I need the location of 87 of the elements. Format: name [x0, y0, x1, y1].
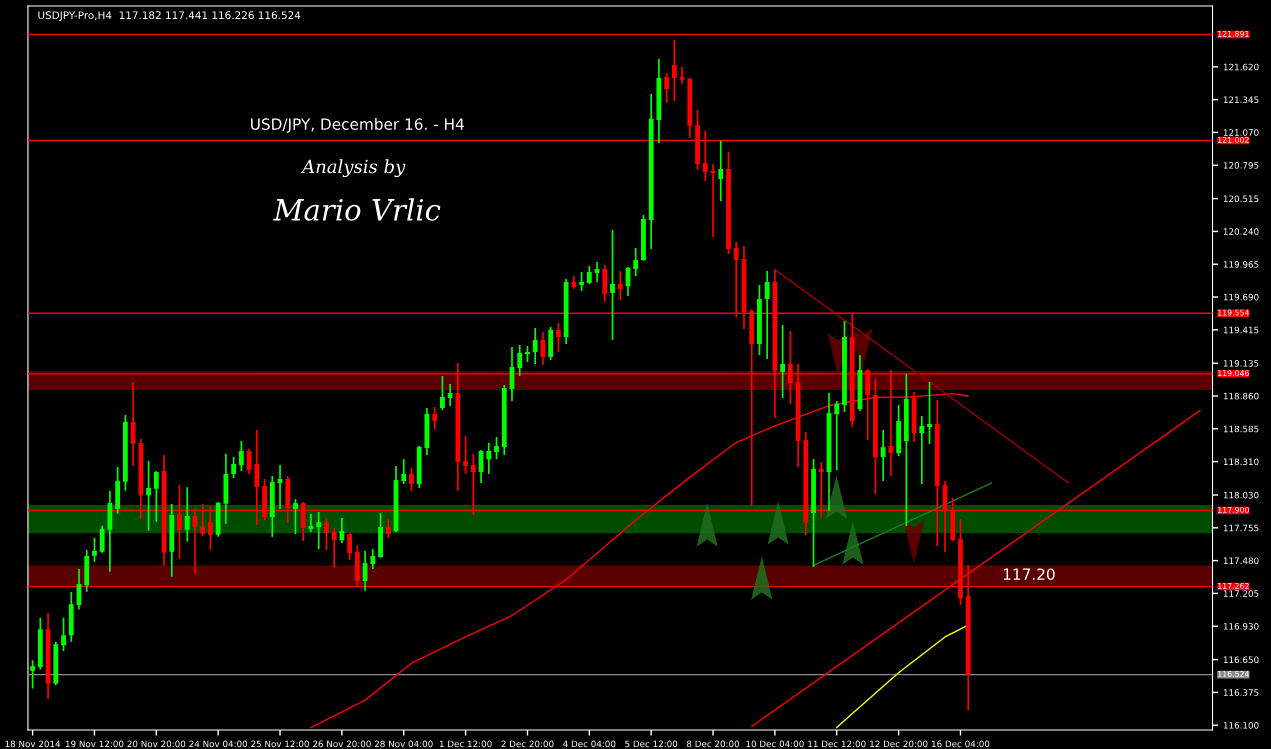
candlestick: [579, 271, 584, 292]
x-tick-label: 11 Dec 12:00: [808, 740, 866, 748]
candlestick: [130, 381, 136, 467]
candlestick: [238, 440, 244, 472]
y-tick-label: 118.860: [1223, 392, 1259, 400]
x-tick-label: 26 Nov 20:00: [313, 740, 371, 748]
candlestick: [184, 486, 190, 543]
candlestick: [679, 65, 685, 85]
y-tick-label: 116.930: [1223, 623, 1259, 630]
candlestick: [339, 517, 345, 544]
candlestick: [347, 532, 353, 561]
x-tick-label: 12 Dec 20:00: [870, 740, 928, 748]
x-tick-label: 8 Dec 20:00: [686, 740, 740, 748]
candlestick: [409, 467, 414, 492]
candlestick: [880, 429, 886, 482]
y-tick-label: 119.135: [1223, 360, 1259, 367]
y-tick-label: 118.585: [1223, 425, 1259, 433]
x-tick-label: 19 Nov 12:00: [65, 740, 124, 748]
y-tick-label: 120.515: [1223, 195, 1259, 203]
candlestick: [671, 39, 677, 102]
candlestick: [385, 518, 391, 539]
candlestick: [99, 524, 105, 554]
candlestick: [633, 247, 639, 277]
y-tick-label: 119.965: [1223, 261, 1259, 268]
y-tick-label: 116.100: [1223, 722, 1259, 729]
y-tick-label: 116.375: [1223, 689, 1259, 696]
candlestick: [532, 327, 538, 365]
candlestick: [324, 517, 329, 551]
candlestick: [61, 617, 66, 652]
x-tick-label: 5 Dec 12:00: [625, 740, 678, 748]
annotation: Analysis by: [300, 159, 406, 178]
candlestick: [586, 265, 592, 285]
candlestick: [486, 442, 492, 475]
x-tick-label: 24 Nov 04:00: [189, 740, 248, 748]
y-tick-label: 118.310: [1223, 458, 1259, 466]
x-tick-label: 2 Dec 20:00: [501, 740, 554, 748]
y-tick-label: 121.070: [1223, 129, 1259, 136]
x-tick-label: 10 Dec 04:00: [746, 740, 804, 748]
y-tick-label: 119.690: [1223, 293, 1259, 301]
candlestick: [432, 406, 438, 430]
candlestick: [764, 270, 770, 360]
line-series: [836, 624, 969, 729]
x-tick-label: 25 Nov 12:00: [251, 740, 309, 748]
candlestick: [463, 435, 468, 475]
annotation: Mario Vrlic: [273, 198, 441, 221]
x-tick-label: 18 Nov 2014: [5, 740, 61, 748]
candlestick: [664, 72, 670, 104]
x-tick-label: 16 Dec 04:00: [932, 740, 990, 748]
y-tick-label: 120.795: [1223, 162, 1259, 169]
y-tick-label: 117.755: [1223, 524, 1259, 532]
text: USD/JPY, December 16. - H4: [251, 118, 464, 133]
y-tick-label: 118.030: [1223, 491, 1259, 499]
candlestick: [447, 383, 453, 407]
y-tick-label: 121.620: [1223, 63, 1259, 71]
candlestick: [494, 436, 499, 460]
y-tick-label: 120.240: [1223, 228, 1259, 235]
y-tick-label: 117.480: [1223, 557, 1259, 565]
candlestick: [610, 229, 615, 341]
candlestick: [30, 659, 35, 690]
candlestick: [517, 344, 523, 377]
candlestick: [331, 527, 337, 569]
y-tick-label: 117.205: [1223, 590, 1259, 597]
x-tick-label: 1 Dec 12:00: [439, 740, 492, 748]
candlestick: [370, 548, 376, 570]
candlestick: [440, 375, 445, 411]
annotation: USDJPY-Pro,H4 117.182 117.441 116.226 116.524: [38, 11, 301, 22]
candlestick: [401, 458, 407, 485]
x-tick-label: 20 Nov 20:00: [127, 740, 186, 748]
candlestick: [92, 536, 97, 563]
y-tick-label: 119.415: [1223, 326, 1259, 334]
x-tick-label: 28 Nov 04:00: [374, 740, 433, 748]
candlestick: [231, 456, 237, 479]
candlestick: [780, 324, 786, 399]
candlestick: [834, 400, 840, 471]
candlestick: [718, 140, 724, 202]
candlestick: [146, 460, 151, 532]
candlestick: [927, 381, 932, 445]
candlestick: [919, 415, 925, 485]
x-tick-label: 4 Dec 04:00: [563, 740, 616, 748]
candlestick: [293, 498, 298, 535]
candlestick: [555, 322, 561, 353]
candlestick: [617, 270, 623, 301]
candlestick: [316, 511, 322, 550]
candlestick: [153, 470, 159, 523]
y-tick-label: 116.650: [1223, 656, 1259, 664]
y-tick-label: 121.345: [1223, 96, 1259, 104]
band-label: 117.20: [1003, 568, 1055, 580]
